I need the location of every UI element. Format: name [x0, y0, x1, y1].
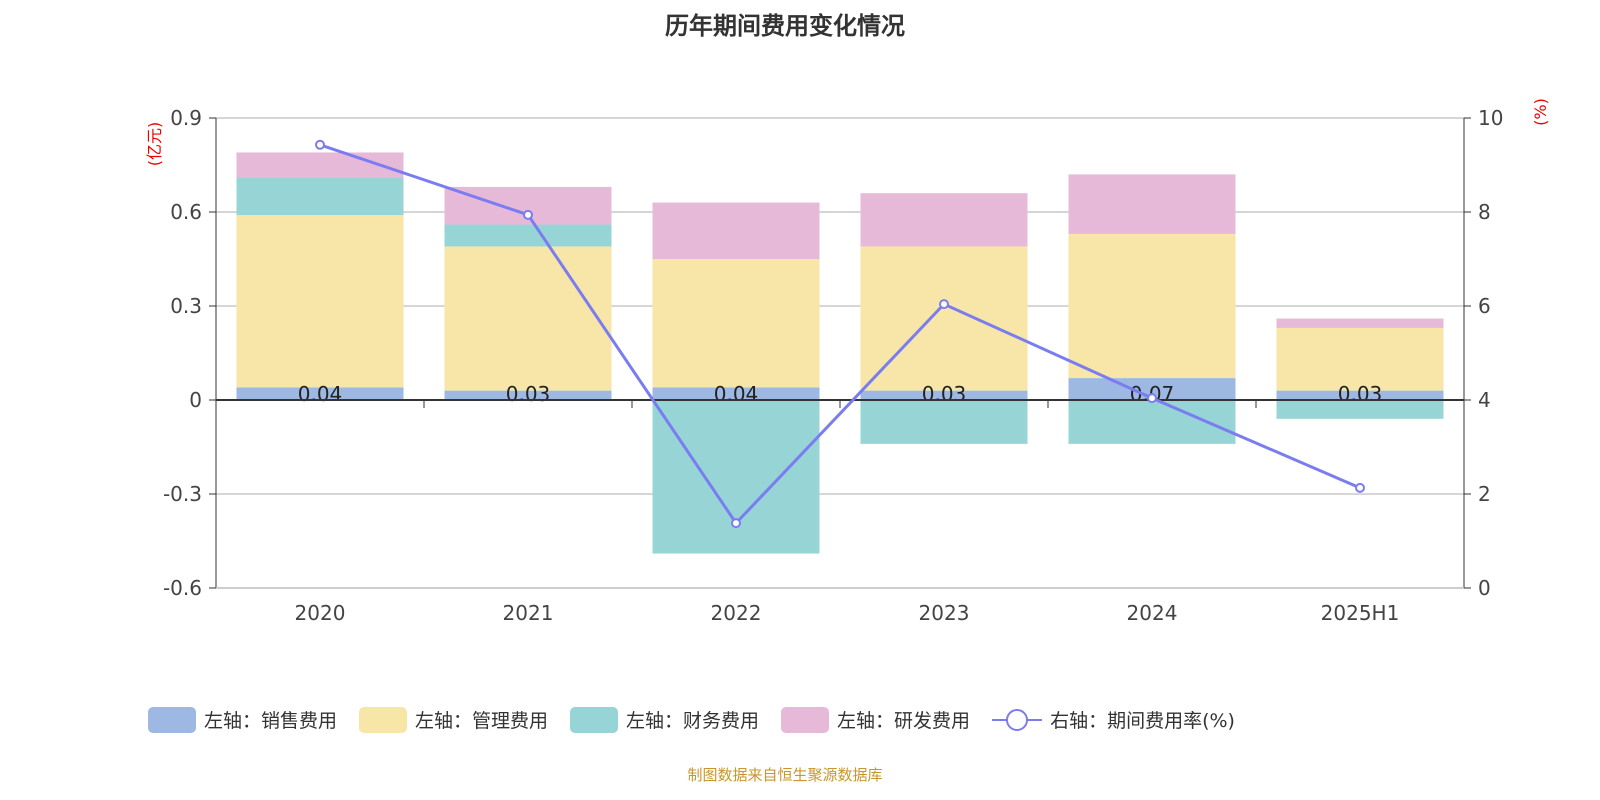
- x-tick-label: 2025H1: [1321, 601, 1400, 625]
- left-tick-label: 0.6: [170, 200, 202, 224]
- rate-point: [1147, 393, 1157, 404]
- legend-item-rnd[interactable]: 左轴：研发费用: [781, 706, 970, 733]
- bar-sales: [652, 387, 820, 400]
- x-tick-label: 2020: [295, 601, 346, 625]
- bar-rnd: [652, 202, 820, 259]
- bar-finance: [1276, 400, 1444, 419]
- bar-sales: [1276, 390, 1444, 400]
- bar-sales: [860, 390, 1028, 400]
- legend-item-rate[interactable]: 右轴：期间费用率(%): [992, 706, 1235, 733]
- rate-line: [319, 143, 1361, 526]
- bar-admin: [860, 246, 1028, 391]
- bar-finance: [236, 177, 404, 216]
- bar-admin: [1276, 327, 1444, 391]
- x-tick-label: 2023: [919, 601, 970, 625]
- right-tick-label: 4: [1478, 388, 1491, 412]
- right-tick-label: 2: [1478, 482, 1491, 506]
- left-tick-label: -0.3: [163, 482, 202, 506]
- bar-rnd: [1276, 318, 1444, 328]
- legend: 左轴：销售费用 左轴：管理费用 左轴：财务费用 左轴：研发费用 右轴：期间费用率…: [148, 706, 1235, 733]
- legend-label: 左轴：管理费用: [415, 710, 549, 732]
- legend-label: 右轴：期间费用率(%): [1050, 710, 1235, 732]
- chart-title: 历年期间费用变化情况: [665, 12, 905, 40]
- bar-sales: [444, 390, 612, 400]
- bar-rnd: [860, 193, 1028, 247]
- legend-item-sales[interactable]: 左轴：销售费用: [148, 706, 337, 733]
- legend-swatch: [148, 706, 196, 733]
- bar-finance: [444, 224, 612, 247]
- right-axis-unit: (%): [1531, 98, 1550, 126]
- left-tick-label: 0.3: [170, 294, 202, 318]
- left-tick-label: 0.9: [170, 106, 202, 130]
- left-tick-label: -0.6: [163, 576, 202, 600]
- rate-point: [1355, 482, 1365, 493]
- x-tick-label: 2024: [1127, 601, 1178, 625]
- data-label: 0.04: [298, 382, 343, 406]
- rate-point: [523, 209, 533, 220]
- rate-point: [731, 518, 741, 529]
- bar-finance: [652, 400, 820, 554]
- bar-admin: [444, 246, 612, 391]
- bar-admin: [652, 259, 820, 388]
- right-tick-label: 10: [1478, 106, 1503, 130]
- right-tick-label: 0: [1478, 576, 1491, 600]
- left-axis-unit: (亿元): [145, 122, 164, 167]
- legend-swatch: [359, 706, 408, 733]
- source-note: 制图数据来自恒生聚源数据库: [687, 766, 883, 784]
- data-label: 0.03: [506, 382, 551, 406]
- legend-swatch: [570, 706, 619, 733]
- bar-sales: [236, 387, 404, 400]
- legend-label: 左轴：研发费用: [837, 710, 971, 732]
- legend-swatch: [781, 706, 830, 733]
- legend-label: 左轴：财务费用: [626, 710, 760, 732]
- right-tick-label: 8: [1478, 200, 1491, 224]
- bar-sales: [1068, 378, 1236, 400]
- legend-item-admin[interactable]: 左轴：管理费用: [359, 706, 548, 733]
- legend-label: 左轴：销售费用: [204, 710, 338, 732]
- rate-point: [939, 299, 949, 310]
- rate-point: [315, 139, 325, 150]
- left-tick-label: 0: [189, 388, 202, 412]
- bar-admin: [1068, 233, 1236, 379]
- bar-admin: [236, 215, 404, 388]
- right-tick-label: 6: [1478, 294, 1491, 318]
- x-tick-label: 2021: [503, 601, 554, 625]
- x-tick-label: 2022: [711, 601, 762, 625]
- legend-item-finance[interactable]: 左轴：财务费用: [570, 706, 759, 733]
- bar-rnd: [1068, 174, 1236, 234]
- bar-finance: [860, 400, 1028, 444]
- line-circle-icon: [992, 707, 1043, 733]
